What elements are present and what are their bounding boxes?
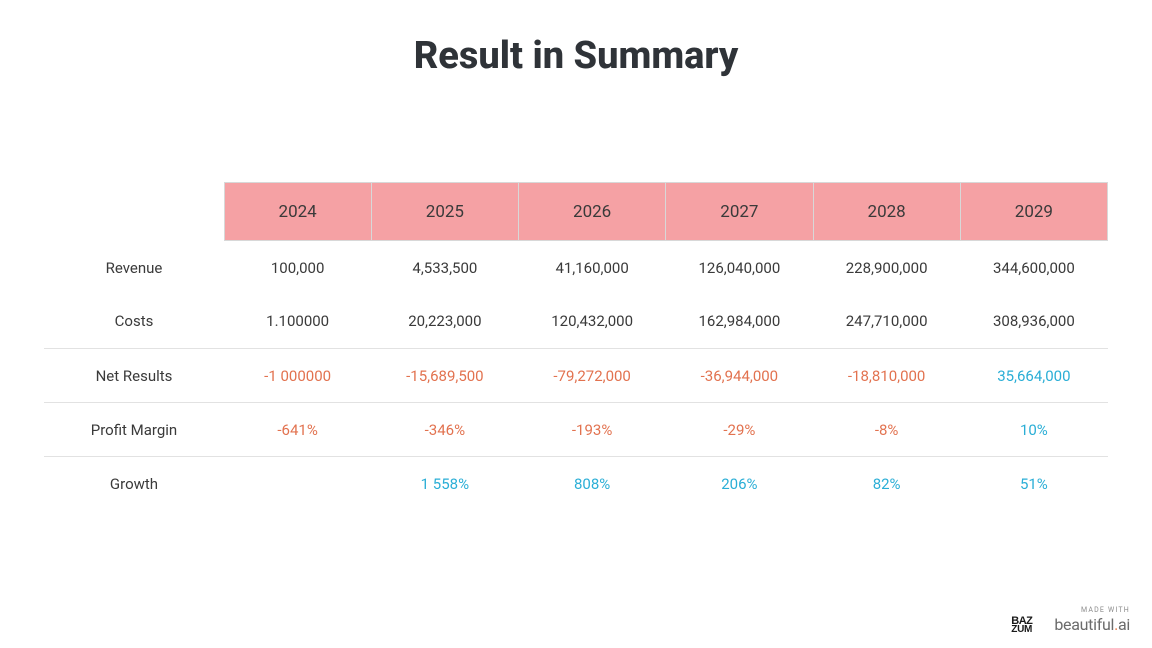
- logo-line2: ZUM: [1011, 626, 1032, 634]
- year-header: 2028: [813, 183, 960, 241]
- table-cell: 308,936,000: [960, 295, 1107, 349]
- table-row: Profit Margin-641%-346%-193%-29%-8%10%: [44, 403, 1108, 457]
- brand-right: ai: [1118, 615, 1130, 634]
- table-cell: 206%: [666, 457, 813, 511]
- table-cell: -193%: [519, 403, 666, 457]
- table-cell: 10%: [960, 403, 1107, 457]
- table-cell: -15,689,500: [371, 349, 518, 403]
- table-cell: 4,533,500: [371, 241, 518, 295]
- table-cell: 51%: [960, 457, 1107, 511]
- table-row: Growth 1 558%808%206%82%51%: [44, 457, 1108, 511]
- table-cell: -346%: [371, 403, 518, 457]
- table-cell: -18,810,000: [813, 349, 960, 403]
- brand-left: beautiful: [1054, 615, 1114, 634]
- made-with-label: MADE WITH: [1054, 606, 1130, 614]
- table-cell: 247,710,000: [813, 295, 960, 349]
- year-header: 2027: [666, 183, 813, 241]
- year-header: 2025: [371, 183, 518, 241]
- table-cell: 1 558%: [371, 457, 518, 511]
- table-cell: 41,160,000: [519, 241, 666, 295]
- header-spacer: [44, 183, 224, 241]
- table-cell: 344,600,000: [960, 241, 1107, 295]
- table-cell: -8%: [813, 403, 960, 457]
- table-cell: 162,984,000: [666, 295, 813, 349]
- year-header: 2029: [960, 183, 1107, 241]
- table-cell: 808%: [519, 457, 666, 511]
- row-label: Net Results: [44, 349, 224, 403]
- footer: BAZ ZUM MADE WITH beautiful.ai: [1011, 606, 1130, 634]
- bazzum-logo: BAZ ZUM: [1011, 617, 1032, 634]
- table-cell: 120,432,000: [519, 295, 666, 349]
- year-header: 2024: [224, 183, 371, 241]
- table-row: Revenue100,0004,533,50041,160,000126,040…: [44, 241, 1108, 295]
- row-label: Costs: [44, 295, 224, 349]
- table-cell: -36,944,000: [666, 349, 813, 403]
- row-label: Revenue: [44, 241, 224, 295]
- beautiful-ai-credit: MADE WITH beautiful.ai: [1054, 606, 1130, 634]
- table-cell: 1.100000: [224, 295, 371, 349]
- row-label: Growth: [44, 457, 224, 511]
- table-row: Net Results-1 000000-15,689,500-79,272,0…: [44, 349, 1108, 403]
- table-cell: 100,000: [224, 241, 371, 295]
- table-cell: 20,223,000: [371, 295, 518, 349]
- table-cell: 228,900,000: [813, 241, 960, 295]
- table-cell: 35,664,000: [960, 349, 1107, 403]
- table-cell: -1 000000: [224, 349, 371, 403]
- table-row: Costs1.10000020,223,000120,432,000162,98…: [44, 295, 1108, 349]
- table-cell: -641%: [224, 403, 371, 457]
- row-label: Profit Margin: [44, 403, 224, 457]
- table-cell: 82%: [813, 457, 960, 511]
- summary-table: 202420252026202720282029 Revenue100,0004…: [44, 182, 1108, 511]
- table-cell: -29%: [666, 403, 813, 457]
- table-cell: [224, 457, 371, 511]
- page-title: Result in Summary: [0, 0, 1152, 78]
- beautiful-ai-wordmark: beautiful.ai: [1054, 615, 1130, 634]
- year-header: 2026: [519, 183, 666, 241]
- table-cell: 126,040,000: [666, 241, 813, 295]
- table-cell: -79,272,000: [519, 349, 666, 403]
